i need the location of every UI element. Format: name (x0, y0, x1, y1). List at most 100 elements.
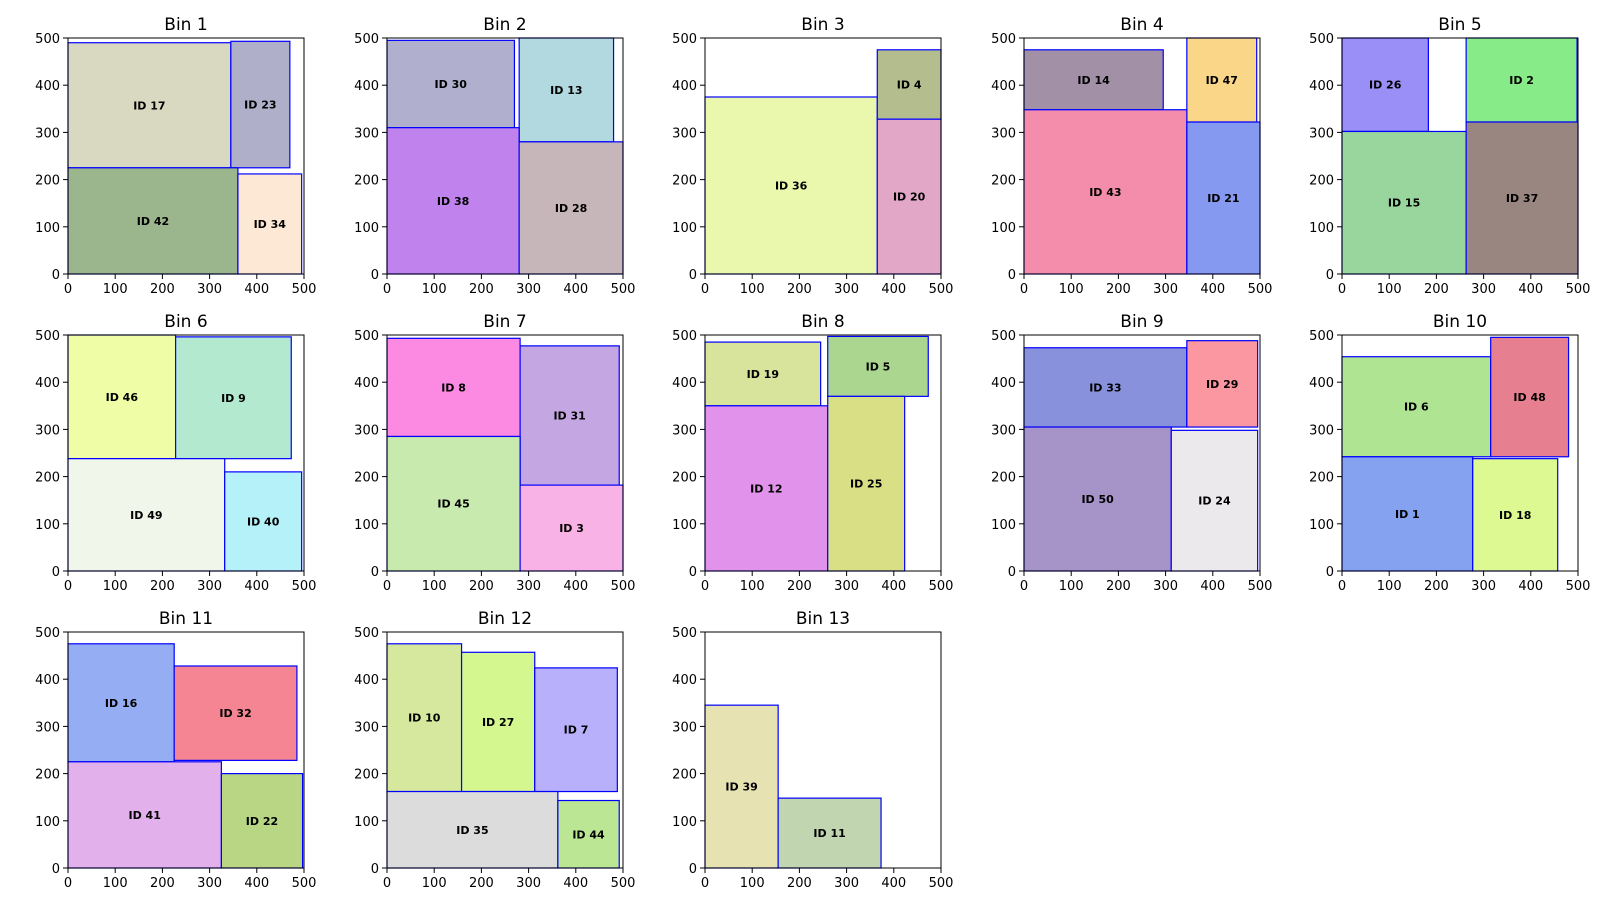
packed-item-label: ID 22 (246, 815, 278, 828)
packed-item-label: ID 37 (1506, 192, 1538, 205)
x-tick-label: 0 (64, 876, 72, 891)
packed-item-label: ID 10 (408, 712, 441, 725)
y-tick-label: 500 (1309, 329, 1334, 344)
x-tick-label: 0 (64, 579, 72, 594)
y-tick-label: 0 (371, 268, 379, 283)
y-tick-label: 200 (672, 174, 697, 189)
x-tick-label: 500 (929, 876, 954, 891)
packed-item-rect (386, 435, 521, 572)
panel-title: Bin 2 (483, 15, 526, 35)
x-tick-label: 500 (1248, 579, 1273, 594)
packed-item-label: ID 5 (866, 360, 891, 373)
packed-item-rect (1186, 340, 1259, 428)
packed-item-rect (1023, 347, 1188, 428)
packed-item-rect (704, 405, 829, 572)
x-tick-label: 300 (1471, 579, 1496, 594)
y-tick-label: 300 (354, 423, 379, 438)
packed-item-rect (220, 772, 304, 869)
packed-item-rect (519, 345, 620, 486)
y-tick-label: 400 (354, 673, 379, 688)
x-tick-label: 100 (1377, 282, 1402, 297)
x-tick-label: 200 (469, 876, 494, 891)
y-tick-label: 300 (354, 126, 379, 141)
x-tick-label: 200 (787, 876, 812, 891)
packed-item-rect (67, 334, 177, 460)
x-tick-label: 100 (740, 876, 765, 891)
y-tick-label: 400 (672, 79, 697, 94)
y-tick-label: 500 (35, 329, 60, 344)
axes-frame (386, 37, 624, 275)
panel-title: Bin 4 (1120, 15, 1163, 35)
y-tick-label: 300 (672, 126, 697, 141)
y-tick-label: 500 (354, 329, 379, 344)
packed-item-label: ID 42 (137, 215, 169, 228)
x-tick-label: 100 (422, 876, 447, 891)
y-tick-label: 100 (1309, 518, 1334, 533)
x-tick-label: 400 (1518, 282, 1543, 297)
x-tick-label: 500 (929, 282, 954, 297)
packed-item-label: ID 43 (1089, 186, 1121, 199)
packed-item-rect (1170, 429, 1259, 572)
y-tick-label: 100 (35, 815, 60, 830)
axes-frame (1023, 37, 1261, 275)
packed-item-label: ID 27 (482, 716, 514, 729)
x-tick-label: 0 (701, 282, 709, 297)
packed-item-label: ID 11 (813, 827, 845, 840)
y-tick-label: 500 (35, 626, 60, 641)
packed-item-rect (704, 704, 779, 869)
y-tick-label: 400 (991, 376, 1016, 391)
y-tick-label: 200 (35, 174, 60, 189)
axes-frame (1341, 37, 1579, 275)
packed-item-label: ID 15 (1388, 197, 1420, 210)
y-tick-label: 400 (991, 79, 1016, 94)
x-tick-label: 300 (516, 282, 541, 297)
bin-panel: Bin 13 ID 39 ID 11 00 100 100 200 200 300 300 400 4… (672, 609, 953, 891)
packed-item-label: ID 46 (106, 391, 139, 404)
packed-item-rect (518, 141, 624, 275)
packed-item-rect (386, 643, 463, 793)
x-tick-label: 200 (469, 579, 494, 594)
packed-item-rect (1465, 121, 1579, 275)
x-tick-label: 0 (1020, 579, 1028, 594)
y-tick-label: 400 (672, 376, 697, 391)
panel-title: Bin 11 (159, 609, 213, 629)
y-tick-label: 400 (35, 79, 60, 94)
x-tick-label: 200 (469, 282, 494, 297)
y-tick-label: 0 (52, 268, 60, 283)
packed-item-rect (386, 127, 520, 275)
y-tick-label: 300 (991, 423, 1016, 438)
bin-panel: Bin 7 ID 8 ID 31 ID 45 ID 3 00 100 100 200 200 300… (354, 312, 635, 594)
x-tick-label: 400 (881, 282, 906, 297)
y-tick-label: 500 (35, 32, 60, 47)
y-tick-label: 500 (672, 626, 697, 641)
x-tick-label: 400 (244, 579, 269, 594)
panel-title: Bin 12 (478, 609, 532, 629)
packed-item-rect (460, 651, 536, 793)
packed-item-rect (1186, 37, 1258, 123)
y-tick-label: 300 (991, 126, 1016, 141)
bin-panel: Bin 1 ID 17 ID 23 ID 42 ID 34 00 100 100 200 200 3… (35, 15, 316, 297)
packed-item-label: ID 30 (435, 78, 468, 91)
packed-item-label: ID 29 (1206, 378, 1238, 391)
x-tick-label: 300 (197, 282, 222, 297)
packed-item-rect (386, 39, 516, 129)
x-tick-label: 500 (292, 579, 317, 594)
y-tick-label: 300 (35, 126, 60, 141)
panel-title: Bin 8 (801, 312, 844, 332)
packed-item-rect (1341, 356, 1492, 458)
y-tick-label: 0 (371, 565, 379, 580)
y-tick-label: 100 (354, 518, 379, 533)
packed-item-rect (386, 790, 559, 869)
x-tick-label: 500 (611, 876, 636, 891)
x-tick-label: 0 (1020, 282, 1028, 297)
x-tick-label: 300 (197, 876, 222, 891)
packed-item-label: ID 12 (750, 482, 782, 495)
bin-panel: Bin 4 ID 14 ID 47 ID 43 ID 21 00 100 100 200 200 3… (991, 15, 1272, 297)
panel-title: Bin 5 (1438, 15, 1481, 35)
y-tick-label: 200 (991, 174, 1016, 189)
y-tick-label: 200 (672, 768, 697, 783)
y-tick-label: 200 (354, 471, 379, 486)
packed-item-rect (67, 761, 222, 869)
y-tick-label: 200 (354, 768, 379, 783)
bin-panel: Bin 6 ID 46 ID 9 ID 49 ID 40 00 100 100 200 200 30… (35, 312, 316, 594)
